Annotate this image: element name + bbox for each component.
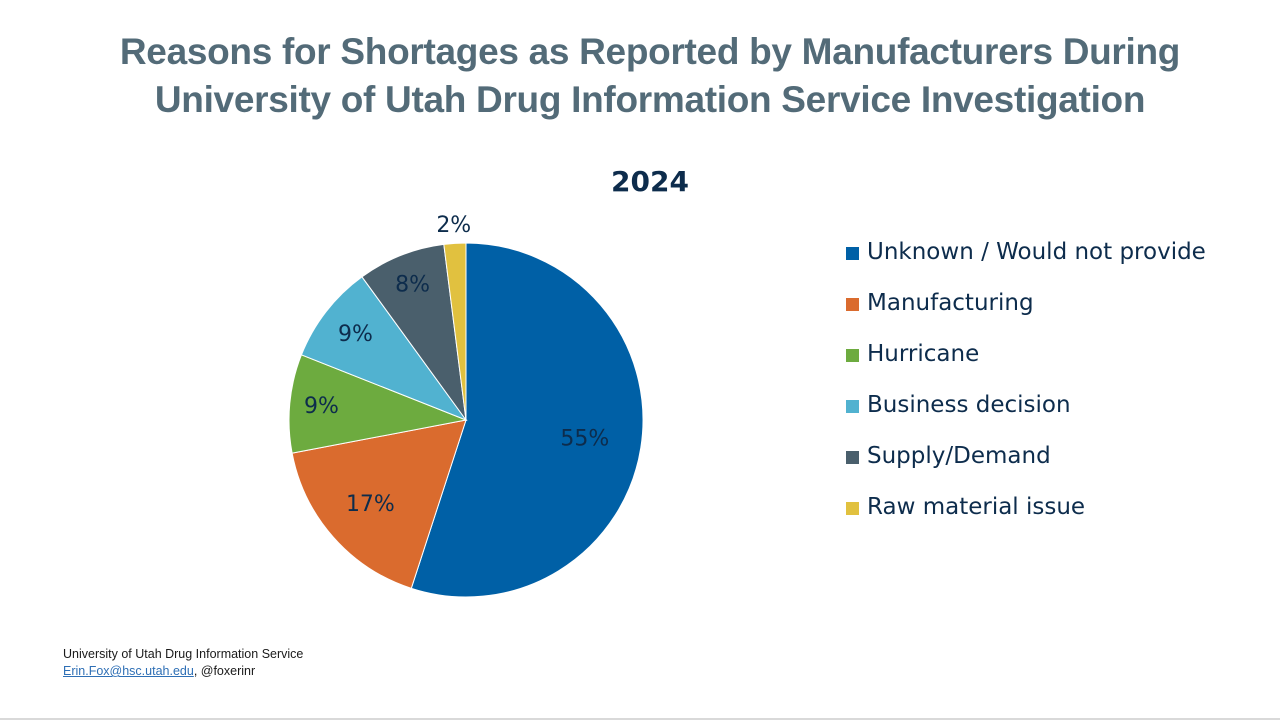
legend-swatch-5: [846, 451, 859, 464]
data-label-4: 9%: [338, 322, 373, 347]
chart-title: 2024: [611, 165, 689, 198]
data-label-5: 8%: [395, 273, 430, 298]
pie-slice-6: [443, 242, 467, 421]
footer-org: University of Utah Drug Information Serv…: [63, 647, 304, 661]
legend-label-1: Unknown / Would not provide: [867, 239, 1206, 265]
slide-title: Reasons for Shortages as Reported by Man…: [0, 28, 1280, 124]
legend-label-6: Raw material issue: [867, 494, 1086, 520]
legend-swatch-2: [846, 298, 859, 311]
pie-slice-4: [300, 276, 468, 422]
data-label-1: 55%: [560, 426, 609, 451]
legend-label-2: Manufacturing: [867, 290, 1034, 316]
footer-email-link[interactable]: Erin.Fox@hsc.utah.edu: [63, 664, 194, 678]
legend-item-6: Raw material issue: [846, 491, 1266, 542]
footer-handle: , @foxerinr: [193, 664, 256, 678]
slide-title-line-1: Reasons for Shortages as Reported by Man…: [119, 31, 1181, 72]
legend-swatch-6: [846, 502, 859, 515]
legend-item-4: Business decision: [846, 389, 1266, 440]
legend-swatch-1: [846, 247, 859, 260]
legend-label-3: Hurricane: [867, 341, 980, 367]
bottom-divider: [0, 718, 1280, 720]
legend-swatch-3: [846, 349, 859, 362]
legend-item-2: Manufacturing: [846, 287, 1266, 338]
legend-swatch-4: [846, 400, 859, 413]
pie-slice-1: [410, 242, 644, 598]
footer-contact: Erin.Fox@hsc.utah.edu, @foxerinr: [63, 663, 303, 680]
pie-slice-3: [288, 354, 468, 454]
legend-item-5: Supply/Demand: [846, 440, 1266, 491]
data-label-2: 17%: [346, 492, 395, 517]
legend-item-1: Unknown / Would not provide: [846, 236, 1266, 287]
footer: University of Utah Drug Information Serv…: [63, 646, 303, 680]
legend-item-3: Hurricane: [846, 338, 1266, 389]
legend-label-5: Supply/Demand: [867, 443, 1051, 469]
data-label-3: 9%: [304, 394, 339, 419]
data-label-6: 2%: [436, 213, 471, 238]
pie-slice-2: [291, 419, 467, 589]
pie-slice-5: [361, 243, 467, 421]
slide-title-line-2: University of Utah Drug Information Serv…: [154, 79, 1146, 120]
chart-legend: Unknown / Would not provide Manufacturing…: [846, 236, 1266, 542]
legend-label-4: Business decision: [867, 392, 1071, 418]
